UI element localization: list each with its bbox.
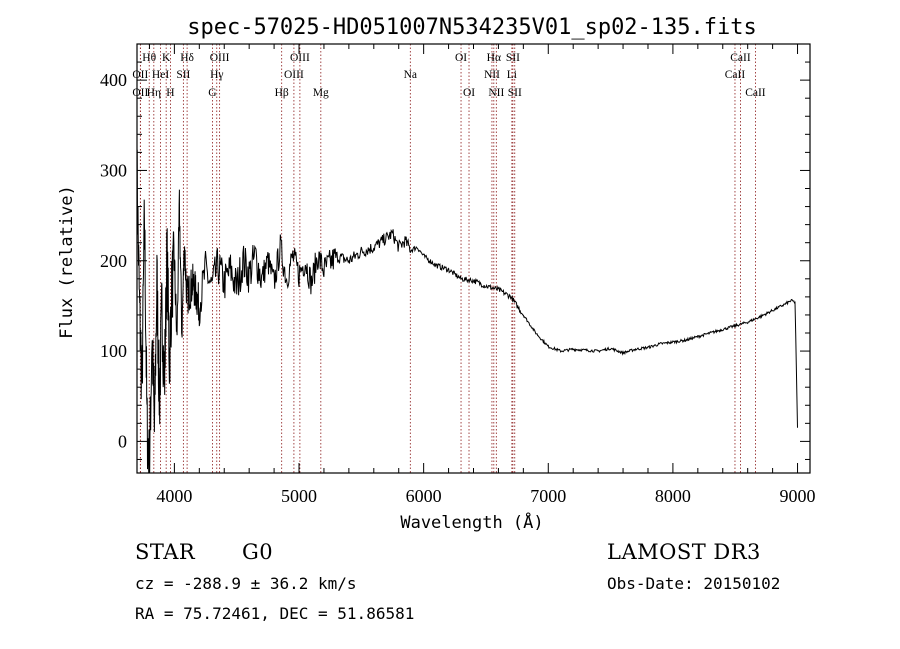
chart-title: spec-57025-HD051007N534235V01_sp02-135.f… <box>187 15 757 40</box>
line-label-8: CaII <box>730 52 751 64</box>
spectral-line-labels: Hθ K Hδ OIII OIII OI Hα SII CaII OII HeI SII Hγ OIII N… <box>132 52 765 99</box>
line-label-9: OII <box>132 69 148 81</box>
x-tick-label-2: 6000 <box>406 486 442 506</box>
observation-date: Obs-Date: 20150102 <box>607 574 781 593</box>
line-label-2: Hδ <box>180 52 194 64</box>
line-label-15: NII <box>484 69 500 81</box>
line-label-20: H <box>166 87 174 99</box>
redshift-cz: cz = -288.9 ± 36.2 km/s <box>135 574 357 593</box>
y-tick-label-0: 0 <box>118 431 127 451</box>
line-label-17: CaII <box>725 69 746 81</box>
line-label-13: OIII <box>284 69 304 81</box>
y-tick-label-4: 400 <box>100 70 127 90</box>
line-label-16: Li <box>507 69 517 81</box>
line-label-3: OIII <box>210 52 230 64</box>
line-label-26: SII <box>508 87 522 99</box>
line-label-14: Na <box>404 69 417 81</box>
object-class: STAR <box>135 540 196 564</box>
line-label-4: OIII <box>290 52 310 64</box>
line-label-22: Hβ <box>275 87 289 99</box>
line-label-1: K <box>162 52 171 64</box>
line-label-19: Hη <box>147 87 161 99</box>
line-label-12: Hγ <box>210 69 223 81</box>
line-label-27: CaII <box>745 87 766 99</box>
flux-series-line <box>136 149 798 474</box>
line-label-7: SII <box>506 52 520 64</box>
line-label-21: G <box>208 87 216 99</box>
line-label-0: Hθ <box>142 52 156 64</box>
x-tick-label-3: 7000 <box>530 486 566 506</box>
line-label-6: Hα <box>487 52 501 64</box>
axis-ticks: 4000 5000 6000 7000 8000 9000 0 100 200 300 400 <box>100 44 816 506</box>
plot-frame <box>136 43 811 474</box>
x-tick-label-4: 8000 <box>655 486 691 506</box>
line-label-10: HeI <box>152 69 169 81</box>
y-tick-label-2: 200 <box>100 251 127 271</box>
ra-dec-coordinates: RA = 75.72461, DEC = 51.86581 <box>135 604 415 623</box>
line-label-23: Mg <box>313 87 329 99</box>
x-tick-label-1: 5000 <box>281 486 317 506</box>
line-label-24: OI <box>463 87 475 99</box>
line-label-11: SII <box>176 69 190 81</box>
survey-name: LAMOST DR3 <box>607 540 761 564</box>
y-axis-title: Flux (relative) <box>57 185 77 339</box>
x-tick-label-0: 4000 <box>156 486 192 506</box>
x-axis-title: Wavelength (Å) <box>400 511 543 533</box>
x-tick-label-5: 9000 <box>780 486 816 506</box>
line-label-25: NII <box>488 87 504 99</box>
y-tick-label-3: 300 <box>100 160 127 180</box>
y-tick-label-1: 100 <box>100 341 127 361</box>
spectral-line-markers <box>139 44 756 473</box>
line-label-5: OI <box>455 52 467 64</box>
object-subclass: G0 <box>242 540 274 564</box>
